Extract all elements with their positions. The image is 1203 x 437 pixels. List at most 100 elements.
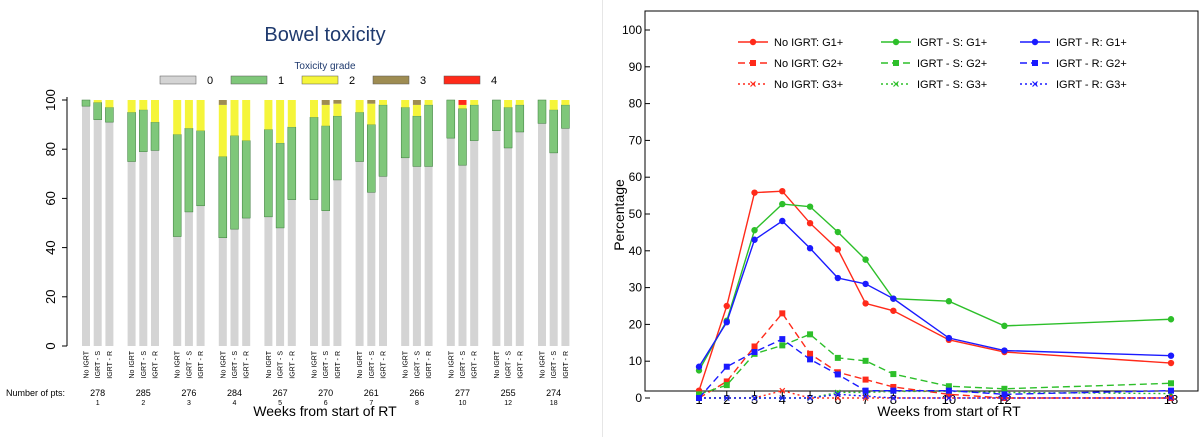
y-tick-label: 40 (43, 240, 58, 254)
bar-week8-arm2-grade0 (424, 166, 433, 346)
week-label-12: 12 (504, 400, 512, 407)
arm-tick-label: IGRT - S (141, 351, 148, 379)
bar-week10-arm0-grade1 (446, 99, 456, 139)
arm-tick-label: IGRT - R (472, 351, 479, 379)
arm-tick-label: No IGRT (84, 350, 91, 378)
bar-week10-arm0-grade0 (446, 138, 455, 346)
bar-week4-arm2-grade0 (242, 218, 251, 346)
bar-week5-arm0-grade0 (264, 216, 273, 346)
series-point-8 (1001, 395, 1008, 401)
series-point-8 (807, 395, 813, 401)
series-point-4 (779, 342, 786, 349)
toxicity-line-chart-panel: 010203040506070809010012345678101218 No … (604, 0, 1203, 437)
y-tick-label: 30 (629, 281, 643, 295)
x-axis-title: Weeks from start of RT (253, 403, 397, 419)
y-tick-label: 80 (43, 142, 58, 156)
bar-week12-arm0-grade1 (492, 99, 501, 131)
bar-week4-arm1-grade1 (230, 135, 239, 230)
bar-week10-arm1-grade0 (458, 165, 467, 346)
series-point-3 (1167, 316, 1175, 323)
series-point-3 (806, 203, 814, 210)
x-tick-label: 8 (890, 392, 897, 407)
legend-label-7: IGRT - R: G2+ (1056, 58, 1127, 70)
week-label-18: 18 (550, 400, 558, 407)
bar-week5-arm0-grade1 (264, 129, 273, 218)
week-label-10: 10 (459, 400, 467, 407)
number-of-pts-week-10: 277 (455, 388, 470, 398)
arm-tick-label: No IGRT (312, 350, 319, 378)
arm-tick-label: IGRT - S (186, 351, 193, 379)
legend-label-8: IGRT - R: G3+ (1056, 79, 1127, 91)
bar-week3-arm1-grade1 (184, 128, 194, 213)
legend-label-3: IGRT - S: G1+ (917, 37, 987, 49)
series-point-7 (945, 387, 952, 394)
bar-week6-arm1-grade2 (321, 104, 330, 126)
bar-week12-arm1-grade1 (503, 107, 513, 149)
bar-week12-arm0-grade0 (492, 130, 501, 346)
arm-tick-label: IGRT - S (506, 351, 513, 379)
legend-marker-0 (749, 38, 757, 46)
arm-tick-label: IGRT - S (278, 351, 285, 379)
legend-label-1: No IGRT: G2+ (774, 58, 843, 70)
y-tick-label: 50 (629, 207, 643, 221)
bar-week4-arm0-grade0 (218, 237, 227, 346)
arm-tick-label: IGRT - R (244, 351, 251, 379)
bar-week3-arm2-grade0 (196, 205, 205, 346)
legend-label-grade-3: 3 (420, 75, 426, 87)
bar-week3-arm1-grade2 (184, 100, 193, 129)
bar-week8-arm1-grade2 (412, 104, 421, 116)
series-point-0 (890, 307, 897, 314)
series-point-6 (1167, 352, 1175, 359)
series-point-6 (695, 363, 703, 370)
bar-week10-arm2-grade0 (470, 140, 479, 346)
series-point-8 (834, 391, 841, 398)
arm-tick-label: IGRT - R (563, 351, 570, 379)
series-point-8 (945, 395, 952, 401)
series-point-6 (890, 295, 897, 302)
series-point-1 (779, 310, 786, 317)
series-point-3 (779, 200, 786, 208)
week-label-1: 1 (96, 400, 100, 407)
bar-week18-arm0-grade0 (538, 123, 546, 347)
legend-label-grade-4: 4 (491, 75, 497, 87)
series-point-0 (779, 187, 786, 195)
stacked-bars (81, 99, 570, 347)
series-point-0 (1167, 359, 1175, 367)
bar-week3-arm2-grade1 (196, 130, 205, 207)
bar-week7-arm1-grade0 (367, 192, 376, 346)
arm-tick-label: IGRT - R (289, 351, 296, 379)
bar-week10-arm1-grade4 (458, 100, 467, 105)
legend-title: Toxicity grade (294, 61, 356, 72)
bar-week1-arm2-grade0 (105, 122, 114, 346)
toxicity-percentage-line-chart: 010203040506070809010012345678101218 No … (611, 10, 1199, 419)
bar-week5-arm1-grade2 (276, 100, 285, 144)
series-point-8 (779, 395, 786, 401)
series-point-4 (945, 383, 952, 390)
legend-marker-6 (1031, 38, 1039, 46)
legend-swatch-grade-4 (443, 75, 481, 85)
y-tick-label: 60 (629, 170, 643, 184)
series-point-4 (862, 357, 869, 364)
bar-week7-arm2-grade1 (378, 104, 388, 177)
bar-week1-arm2-grade2 (105, 100, 114, 108)
series-point-0 (806, 220, 814, 227)
series-point-4 (834, 354, 841, 361)
series-point-6 (945, 334, 953, 342)
series-point-7 (862, 387, 869, 394)
bar-week5-arm0-grade2 (264, 100, 273, 130)
x-axis-title: Weeks from start of RT (877, 403, 1021, 419)
week-label-2: 2 (141, 400, 145, 407)
bar-week3-arm1-grade0 (184, 211, 193, 346)
bar-week1-arm1-grade2 (93, 100, 102, 103)
arm-tick-label: No IGRT (175, 350, 182, 378)
series-point-3 (862, 256, 869, 263)
arm-tick-label: IGRT - R (107, 351, 114, 379)
bar-week5-arm1-grade0 (276, 227, 285, 346)
series-point-4 (723, 382, 730, 389)
series-line-0 (698, 190, 1172, 391)
series-point-6 (806, 245, 814, 252)
legend-label-grade-0: 0 (207, 75, 213, 87)
week-label-3: 3 (187, 400, 191, 407)
number-of-pts-week-5: 267 (273, 388, 288, 398)
bar-week3-arm0-grade2 (173, 100, 182, 135)
